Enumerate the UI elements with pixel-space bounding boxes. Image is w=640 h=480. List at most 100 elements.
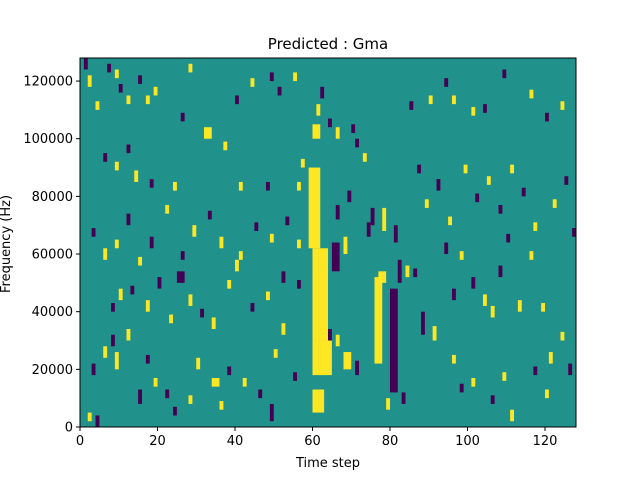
heatmap-cell — [351, 124, 356, 133]
heatmap-cell — [293, 372, 298, 381]
heatmap-cell — [145, 354, 150, 364]
heatmap-cell — [211, 317, 216, 329]
heatmap-cell — [498, 205, 503, 214]
heatmap-cell — [95, 101, 100, 110]
heatmap-cell — [502, 372, 507, 381]
heatmap-cell — [87, 412, 92, 422]
heatmap-cell — [424, 199, 429, 208]
heatmap-cell — [312, 248, 328, 341]
y-tick-label: 80000 — [32, 190, 73, 205]
heatmap-cell — [83, 58, 88, 70]
heatmap-cell — [91, 363, 96, 376]
heatmap-cell — [568, 363, 573, 376]
heatmap-cell — [355, 360, 360, 376]
heatmap-cell — [238, 251, 243, 260]
heatmap-cell — [390, 288, 398, 393]
heatmap-cell — [114, 352, 119, 370]
heatmap-cell — [510, 409, 515, 422]
heatmap-cell — [335, 205, 340, 220]
heatmap-cell — [134, 170, 139, 182]
heatmap-cell — [118, 288, 123, 301]
heatmap-cell — [207, 210, 212, 220]
heatmap-cell — [219, 236, 224, 249]
heatmap-cell — [486, 176, 491, 185]
heatmap-cell — [428, 95, 433, 105]
heatmap-cell — [413, 268, 418, 278]
heatmap-cell — [227, 279, 232, 289]
heatmap-cell — [436, 179, 441, 191]
heatmap-cell — [417, 164, 422, 174]
heatmap-cell — [335, 334, 340, 347]
heatmap-cell — [533, 366, 538, 376]
heatmap-cell — [103, 346, 108, 358]
heatmap-cell — [463, 164, 468, 174]
heatmap-cell — [328, 328, 332, 341]
x-tick-label: 60 — [304, 434, 321, 449]
y-tick-label: 20000 — [32, 363, 73, 378]
heatmap-cell — [548, 352, 553, 364]
heatmap-cell — [242, 377, 247, 387]
heatmap-cell — [281, 323, 286, 335]
y-tick-label: 0 — [65, 421, 73, 436]
heatmap-cell — [490, 305, 495, 318]
heatmap-cell — [250, 78, 255, 87]
heatmap-cell — [378, 271, 387, 283]
heatmap-cell — [250, 303, 255, 312]
heatmap-cell — [370, 207, 375, 226]
heatmap-cell — [107, 63, 112, 73]
heatmap-cell — [293, 72, 298, 82]
heatmap-cell — [138, 75, 143, 84]
heatmap-cell — [552, 199, 557, 208]
heatmap-cell — [506, 233, 511, 243]
heatmap-cell — [266, 291, 270, 301]
heatmap-cell — [281, 271, 286, 283]
heatmap-cell — [269, 72, 274, 82]
heatmap-cell — [459, 251, 464, 260]
heatmap-cell — [374, 277, 383, 364]
heatmap-cell — [238, 181, 243, 191]
heatmap-cell — [366, 222, 371, 237]
heatmap-cell — [502, 69, 507, 79]
heatmap-cell — [180, 251, 185, 260]
heatmap-cell — [343, 236, 348, 255]
heatmap-cell — [269, 233, 274, 243]
heatmap-cell — [266, 181, 270, 191]
heatmap-cell — [533, 222, 538, 231]
heatmap-cell — [297, 279, 301, 289]
heatmap-cell — [560, 331, 565, 341]
heatmap-cell — [541, 303, 546, 312]
heatmap-cell — [91, 228, 96, 237]
heatmap-cell — [452, 288, 456, 301]
plot-area: 0 20 40 60 80 100 120 0 20000 40000 60000 80000 1000… — [23, 57, 577, 449]
heatmap-cell — [200, 308, 205, 318]
heatmap-cell — [149, 179, 154, 188]
heatmap-cell — [157, 277, 162, 289]
heatmap-cell — [114, 161, 119, 171]
heatmap-cell — [227, 366, 232, 376]
heatmap-cell — [355, 138, 360, 148]
heatmap-cell — [564, 176, 569, 185]
heatmap-cell — [312, 389, 325, 413]
heatmap-cell — [393, 225, 398, 243]
heatmap-cell — [103, 248, 108, 260]
heatmap-cell — [483, 294, 487, 306]
heatmap-cell — [459, 383, 464, 393]
heatmap-cell — [331, 242, 340, 272]
heatmap-cell — [138, 389, 143, 404]
heatmap-cell — [180, 112, 185, 122]
heatmap-cell — [297, 181, 301, 191]
heatmap-cell — [452, 354, 456, 364]
heatmap-cell — [316, 104, 321, 116]
heatmap-cell — [211, 377, 220, 387]
heatmap-cell — [471, 107, 476, 116]
heatmap-cell — [498, 265, 503, 278]
heatmap-cell — [328, 118, 332, 128]
heatmap-cell — [103, 153, 108, 162]
heatmap-cell — [471, 277, 476, 289]
heatmap-cell — [444, 242, 449, 255]
heatmap-cell — [572, 228, 577, 237]
heatmap-cell — [529, 251, 534, 260]
heatmap-cell — [153, 86, 158, 96]
